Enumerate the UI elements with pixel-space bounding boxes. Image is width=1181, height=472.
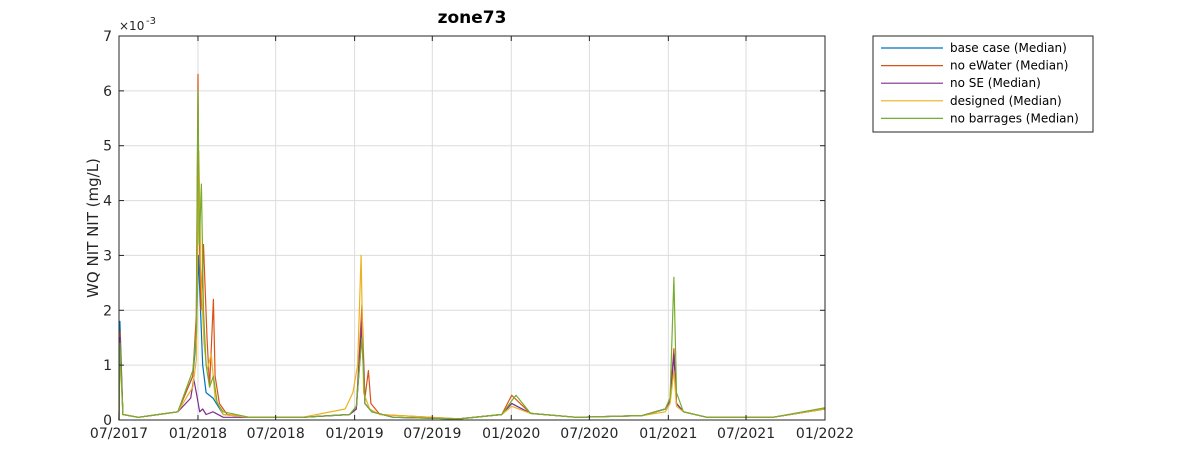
series-group xyxy=(118,73,825,421)
grid xyxy=(118,35,826,421)
series-line-0 xyxy=(118,254,825,421)
x-tick-label: 01/2019 xyxy=(326,426,384,442)
legend-entry: designed (Median) xyxy=(950,94,1062,108)
series-line-2 xyxy=(118,320,825,421)
y-tick-label: 4 xyxy=(103,194,112,210)
series-line-1 xyxy=(118,73,825,421)
x-tick-label: 01/2021 xyxy=(639,426,697,442)
legend-entry: no eWater (Median) xyxy=(950,59,1068,73)
series-line-4 xyxy=(118,90,825,421)
y-tick-label: 6 xyxy=(103,84,112,100)
x-tick-label: 07/2019 xyxy=(403,426,461,442)
y-tick-label: 2 xyxy=(103,303,112,319)
x-tick-label: 07/2021 xyxy=(717,426,775,442)
legend-entry: no SE (Median) xyxy=(950,76,1041,90)
y-tick-label: 3 xyxy=(103,248,112,264)
plot-frame xyxy=(118,35,826,421)
y-exponent-power: -3 xyxy=(146,16,156,27)
y-tick-label: 1 xyxy=(103,358,112,374)
y-axis-label: WQ NIT NIT (mg/L) xyxy=(84,158,102,298)
legend-entry: base case (Median) xyxy=(950,41,1067,55)
x-tick-label: 01/2018 xyxy=(169,426,227,442)
x-tick-label: 01/2020 xyxy=(482,426,540,442)
chart-title: zone73 xyxy=(438,8,507,28)
legend: base case (Median) no eWater (Median) no S… xyxy=(872,35,1094,133)
x-tick-label: 07/2020 xyxy=(560,426,618,442)
y-exponent-label: ×10 xyxy=(119,19,144,33)
x-tick-label: 07/2017 xyxy=(90,426,148,442)
legend-entry: no barrages (Median) xyxy=(950,111,1079,125)
x-tick-label: 07/2018 xyxy=(247,426,305,442)
series-line-3 xyxy=(118,150,825,421)
y-tick-label: 5 xyxy=(103,139,112,155)
y-axis-ticks: 0 1 2 3 4 5 6 7 xyxy=(103,29,825,429)
y-tick-label: 0 xyxy=(103,413,112,429)
legend-box xyxy=(872,35,1094,133)
x-axis-ticks: 07/2017 01/2018 07/2018 01/2019 07/2019 01/20… xyxy=(90,36,854,442)
y-tick-label: 7 xyxy=(103,29,112,45)
x-tick-label: 01/2022 xyxy=(796,426,854,442)
